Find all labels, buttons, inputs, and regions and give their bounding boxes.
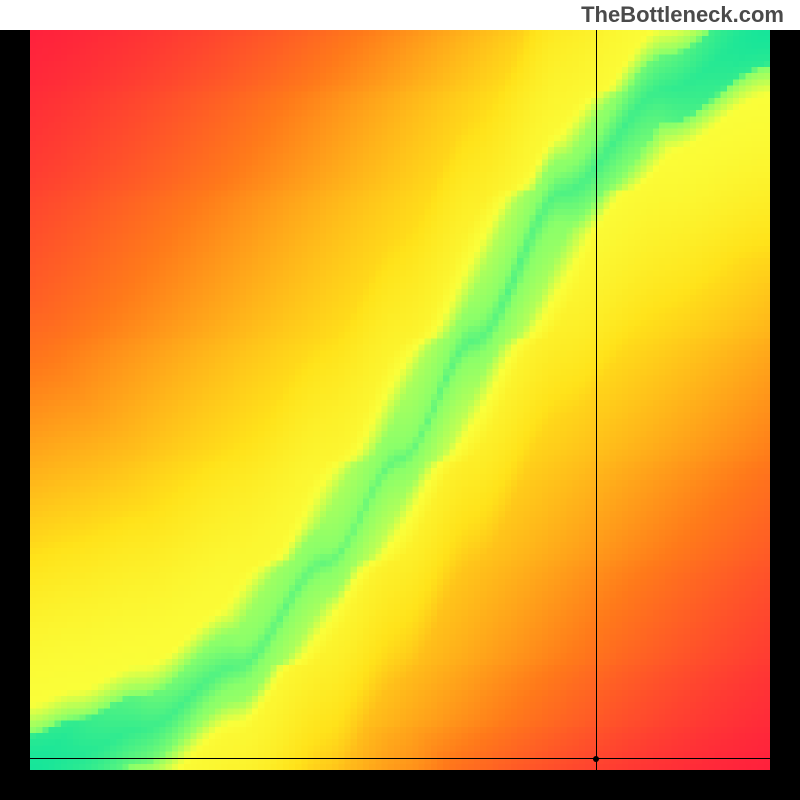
figure-frame: TheBottleneck.com <box>0 0 800 800</box>
brand-label: TheBottleneck.com <box>581 0 800 30</box>
heatmap-canvas <box>30 30 770 770</box>
plot-area <box>30 30 770 770</box>
crosshair-vertical <box>596 30 597 770</box>
crosshair-horizontal <box>30 758 770 759</box>
